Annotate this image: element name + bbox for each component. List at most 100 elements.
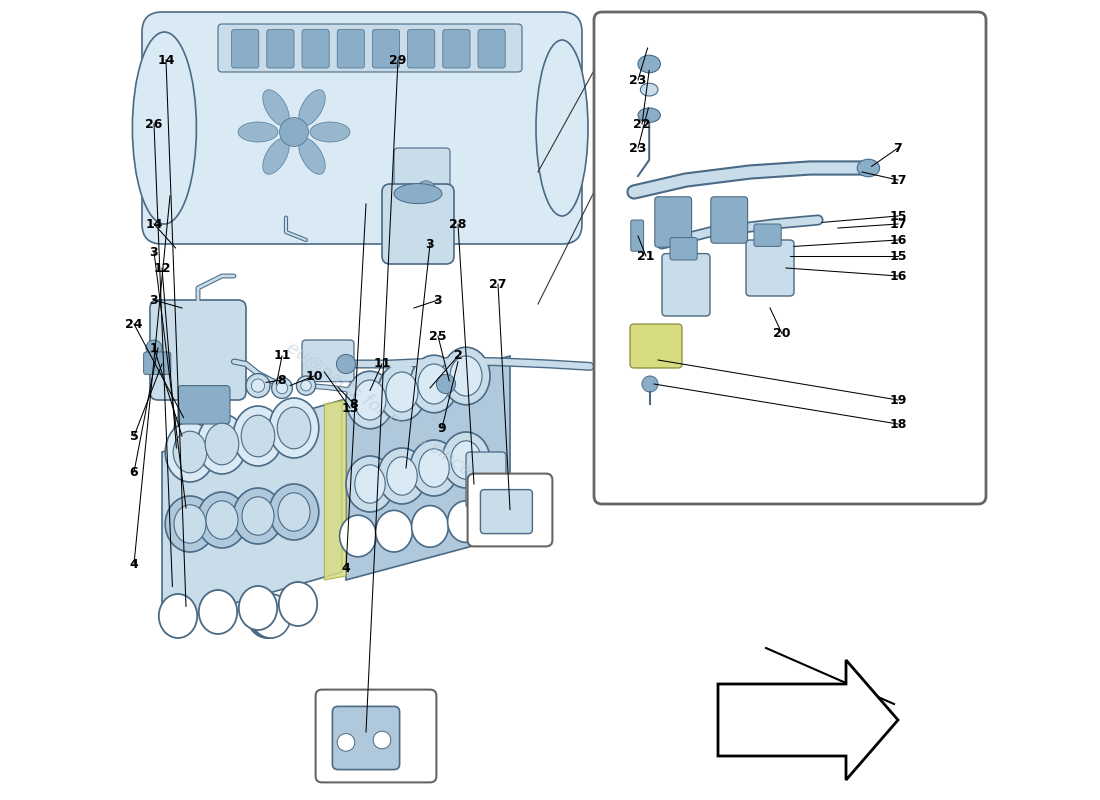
Ellipse shape bbox=[346, 456, 394, 512]
Text: 3: 3 bbox=[150, 294, 158, 306]
Ellipse shape bbox=[346, 371, 394, 429]
FancyBboxPatch shape bbox=[466, 452, 506, 508]
Text: 7: 7 bbox=[893, 142, 902, 154]
Circle shape bbox=[279, 118, 308, 146]
Text: 16: 16 bbox=[889, 234, 906, 246]
Ellipse shape bbox=[249, 594, 288, 638]
Ellipse shape bbox=[638, 108, 660, 122]
Ellipse shape bbox=[165, 422, 214, 482]
Text: 29: 29 bbox=[389, 54, 407, 66]
FancyBboxPatch shape bbox=[142, 12, 582, 244]
Ellipse shape bbox=[536, 40, 588, 216]
Text: 2: 2 bbox=[453, 350, 462, 362]
Text: 17: 17 bbox=[889, 174, 906, 186]
FancyBboxPatch shape bbox=[481, 490, 532, 534]
FancyBboxPatch shape bbox=[332, 706, 399, 770]
Text: 22: 22 bbox=[634, 118, 651, 130]
Ellipse shape bbox=[263, 138, 289, 174]
Ellipse shape bbox=[277, 407, 311, 449]
Text: 11: 11 bbox=[273, 350, 290, 362]
Circle shape bbox=[246, 374, 270, 398]
FancyBboxPatch shape bbox=[144, 352, 170, 374]
Ellipse shape bbox=[263, 90, 289, 126]
Ellipse shape bbox=[206, 501, 238, 539]
Circle shape bbox=[373, 731, 390, 749]
FancyBboxPatch shape bbox=[178, 386, 230, 424]
Ellipse shape bbox=[270, 484, 319, 540]
FancyBboxPatch shape bbox=[394, 148, 450, 200]
FancyBboxPatch shape bbox=[630, 324, 682, 368]
Ellipse shape bbox=[233, 488, 283, 544]
FancyBboxPatch shape bbox=[468, 474, 552, 546]
Ellipse shape bbox=[251, 594, 290, 638]
Text: 14: 14 bbox=[145, 218, 163, 230]
Ellipse shape bbox=[278, 493, 310, 531]
Text: 10: 10 bbox=[306, 370, 322, 382]
FancyBboxPatch shape bbox=[338, 30, 364, 68]
Ellipse shape bbox=[241, 415, 275, 457]
Circle shape bbox=[272, 378, 293, 398]
Ellipse shape bbox=[410, 440, 458, 496]
FancyBboxPatch shape bbox=[711, 197, 748, 243]
Text: 6: 6 bbox=[130, 466, 139, 478]
Ellipse shape bbox=[132, 32, 197, 224]
Ellipse shape bbox=[418, 364, 450, 404]
Text: 3: 3 bbox=[426, 238, 434, 250]
Ellipse shape bbox=[857, 159, 880, 177]
FancyBboxPatch shape bbox=[218, 24, 522, 72]
Ellipse shape bbox=[410, 355, 458, 413]
Ellipse shape bbox=[340, 515, 376, 557]
Ellipse shape bbox=[299, 90, 326, 126]
Text: 23: 23 bbox=[629, 142, 647, 154]
Text: 8: 8 bbox=[350, 398, 359, 410]
FancyBboxPatch shape bbox=[373, 30, 399, 68]
Text: 15: 15 bbox=[889, 250, 906, 262]
Ellipse shape bbox=[355, 465, 385, 503]
Ellipse shape bbox=[419, 449, 449, 487]
Polygon shape bbox=[718, 660, 898, 780]
Ellipse shape bbox=[174, 505, 206, 543]
Polygon shape bbox=[324, 400, 346, 580]
Ellipse shape bbox=[411, 506, 449, 547]
FancyBboxPatch shape bbox=[654, 197, 692, 247]
Text: 4: 4 bbox=[130, 558, 139, 570]
Text: 3: 3 bbox=[150, 246, 158, 258]
Text: eu@parts for parts since 1985: eu@parts for parts since 1985 bbox=[284, 338, 517, 510]
Ellipse shape bbox=[310, 122, 350, 142]
Text: 3: 3 bbox=[433, 294, 442, 306]
Ellipse shape bbox=[248, 594, 287, 638]
Circle shape bbox=[146, 340, 162, 356]
FancyBboxPatch shape bbox=[754, 224, 781, 246]
FancyBboxPatch shape bbox=[746, 240, 794, 296]
Ellipse shape bbox=[238, 122, 278, 142]
Text: 17: 17 bbox=[889, 218, 906, 230]
FancyBboxPatch shape bbox=[302, 340, 354, 382]
Circle shape bbox=[252, 379, 265, 392]
Circle shape bbox=[296, 376, 316, 395]
Circle shape bbox=[300, 380, 311, 391]
Circle shape bbox=[437, 374, 455, 394]
Ellipse shape bbox=[451, 441, 481, 479]
Text: 24: 24 bbox=[125, 318, 143, 330]
Text: 11: 11 bbox=[373, 358, 390, 370]
Ellipse shape bbox=[375, 510, 412, 552]
Polygon shape bbox=[346, 356, 510, 580]
FancyBboxPatch shape bbox=[630, 220, 644, 251]
FancyBboxPatch shape bbox=[670, 238, 697, 260]
FancyBboxPatch shape bbox=[267, 30, 294, 68]
Text: 13: 13 bbox=[341, 402, 359, 414]
Ellipse shape bbox=[638, 55, 660, 73]
Ellipse shape bbox=[250, 594, 289, 638]
Ellipse shape bbox=[387, 457, 417, 495]
Ellipse shape bbox=[206, 423, 239, 465]
FancyBboxPatch shape bbox=[150, 300, 246, 400]
FancyBboxPatch shape bbox=[408, 30, 435, 68]
FancyBboxPatch shape bbox=[232, 30, 258, 68]
FancyBboxPatch shape bbox=[478, 30, 505, 68]
Text: 19: 19 bbox=[889, 394, 906, 406]
Text: 9: 9 bbox=[438, 422, 447, 434]
FancyBboxPatch shape bbox=[443, 30, 470, 68]
Text: 5: 5 bbox=[130, 430, 139, 442]
Ellipse shape bbox=[299, 138, 326, 174]
Text: 18: 18 bbox=[889, 418, 906, 430]
